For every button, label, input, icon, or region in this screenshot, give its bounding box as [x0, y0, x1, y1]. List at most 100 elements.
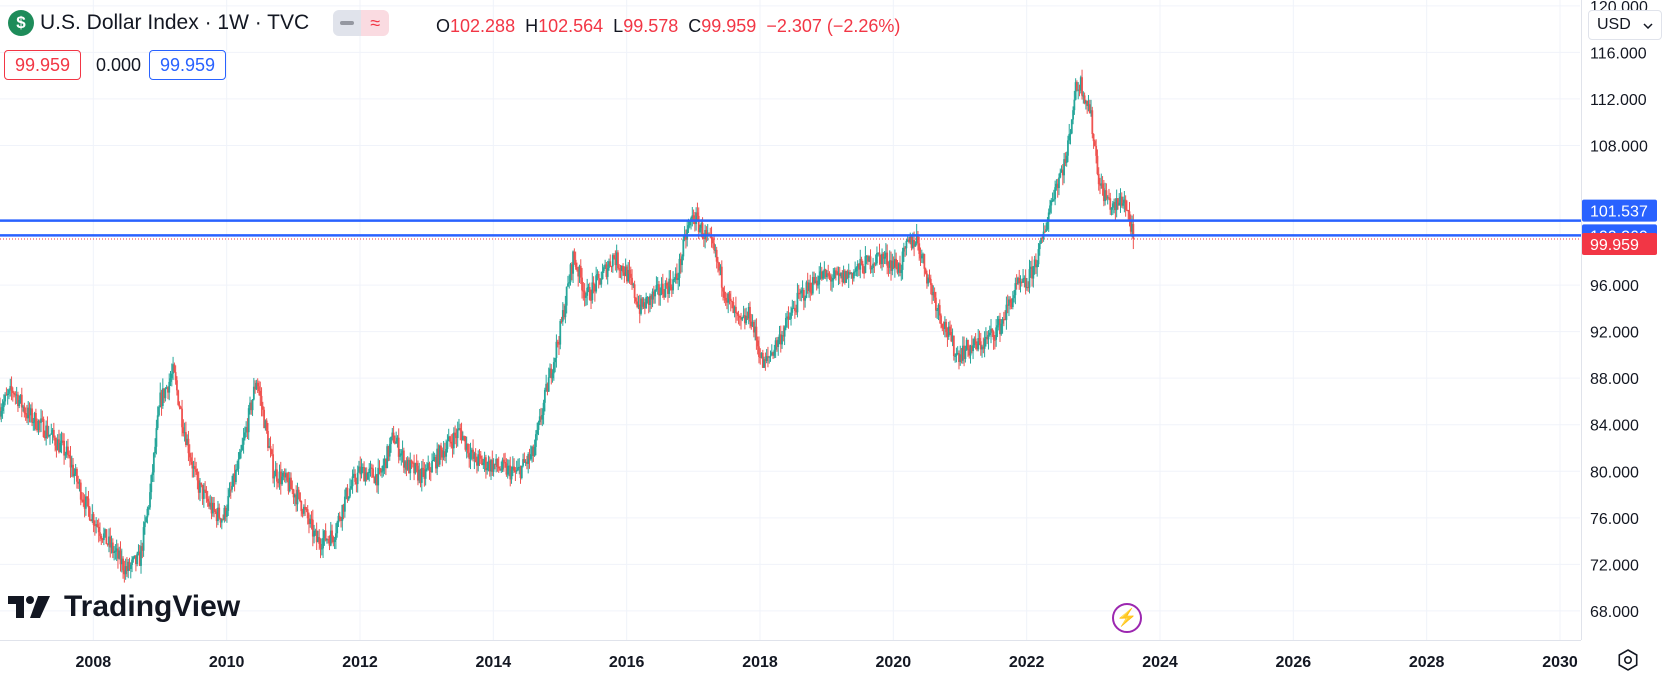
candle-body [990, 328, 992, 333]
currency-select[interactable]: USD [1588, 10, 1662, 40]
bid-price-pill[interactable]: 99.959 [4, 50, 82, 80]
candle-body [941, 323, 944, 328]
candle-body [314, 530, 317, 532]
candle-body [156, 415, 159, 429]
candle-body [283, 472, 286, 478]
time-tick-label: 2026 [1276, 654, 1312, 671]
candle-body [745, 315, 748, 324]
candle-body [931, 284, 933, 296]
candle-body [877, 252, 880, 254]
approx-icon[interactable]: ≈ [361, 10, 390, 36]
candle-body [1091, 110, 1094, 135]
candle-body [741, 317, 744, 320]
candle-body [817, 284, 819, 286]
candle-body [526, 461, 528, 464]
candle-body [317, 537, 319, 543]
candle-body [837, 273, 840, 275]
candle-body [823, 269, 826, 272]
candle-body [661, 283, 664, 295]
symbol-title[interactable]: U.S. Dollar Index · 1W · TVC [40, 11, 310, 34]
candle-body [386, 446, 389, 469]
candle-body [413, 462, 416, 474]
candle-body [115, 548, 118, 551]
candle-body [615, 252, 618, 266]
candle-body [984, 336, 987, 339]
candle-body [822, 271, 824, 279]
candle-body [569, 264, 572, 283]
candle-body [306, 509, 309, 519]
candle-body [279, 471, 282, 485]
candle-body [105, 529, 108, 545]
candle-body [610, 266, 613, 268]
candle-body [195, 469, 198, 472]
candle-body [270, 449, 273, 455]
candle-body [158, 406, 160, 416]
candle-body [340, 519, 342, 521]
candle-body [637, 304, 640, 307]
time-tick-label: 2012 [342, 654, 378, 671]
candle-body [749, 307, 751, 322]
candle-body [658, 284, 660, 296]
candle-body [636, 301, 639, 307]
candle-body [460, 430, 463, 441]
candle-body [167, 387, 169, 393]
candle-body [1073, 99, 1076, 111]
candle-body [381, 471, 383, 473]
candle-body [584, 295, 587, 298]
ask-price-pill[interactable]: 99.959 [149, 50, 227, 80]
candle-body [904, 247, 907, 249]
lightning-icon[interactable]: ⚡ [1112, 603, 1142, 633]
candle-body [787, 316, 790, 320]
candle-body [145, 517, 148, 523]
candle-body [670, 286, 673, 291]
candle-body [82, 499, 85, 503]
candle-body [963, 345, 966, 359]
candle-body [323, 530, 326, 538]
candle-body [529, 454, 532, 460]
last-price-tag-bg [1582, 233, 1657, 256]
candle-body [1123, 199, 1126, 204]
candle-body [5, 394, 8, 396]
candle-body [592, 282, 595, 285]
candle-body [265, 420, 268, 431]
candle-body [970, 345, 973, 352]
candle-body [214, 510, 217, 512]
candle-body [490, 460, 492, 472]
candle-body [682, 239, 685, 257]
candle-body [851, 272, 854, 279]
candle-body [976, 343, 978, 350]
candle-body [818, 276, 821, 285]
chart-mode-toggle[interactable]: ≈ [333, 10, 390, 36]
candle-body [956, 353, 959, 355]
candle-body [133, 555, 136, 558]
candle-body [111, 542, 114, 553]
candle-body [28, 407, 31, 416]
candle-body [397, 437, 400, 457]
candle-body [109, 536, 112, 548]
candle-body [332, 536, 335, 543]
settings-icon[interactable] [1616, 648, 1640, 672]
candle-body [250, 402, 253, 411]
candle-body [951, 335, 954, 342]
candle-body [1101, 183, 1104, 189]
candle-body [352, 473, 355, 477]
candle-body [723, 291, 726, 298]
low-value: 99.578 [623, 16, 679, 36]
line-price-tag-upper: 101.537 [1590, 204, 1648, 221]
change-value: −2.307 (−2.26%) [766, 16, 901, 36]
candle-body [427, 463, 430, 469]
tradingview-logo[interactable]: TradingView [8, 590, 240, 624]
candle-body [969, 345, 972, 356]
candle-body [647, 296, 650, 305]
minus-icon[interactable] [333, 10, 362, 36]
candle-body [369, 467, 372, 469]
candle-body [1034, 259, 1037, 268]
candle-body [187, 438, 190, 454]
price-axis: 120.000116.000112.000108.00096.00092.000… [1590, 0, 1648, 621]
price-tick-label: 80.000 [1590, 464, 1639, 481]
candle-body [434, 457, 437, 469]
close-label: C [688, 16, 702, 36]
candle-body [172, 364, 174, 374]
candle-body [617, 252, 619, 269]
